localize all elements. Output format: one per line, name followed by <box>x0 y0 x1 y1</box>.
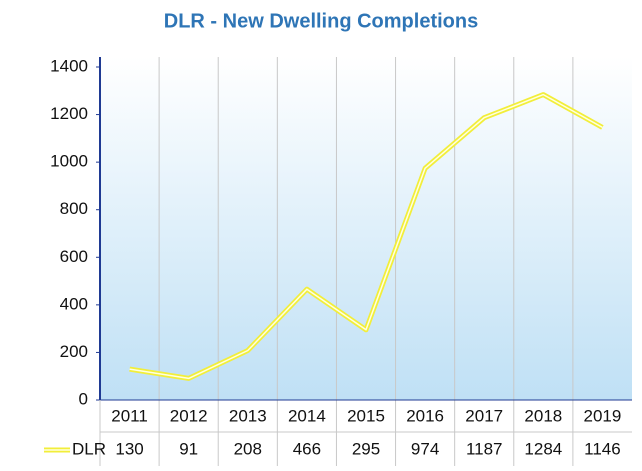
x-tick-label: 2011 <box>111 406 148 425</box>
chart-title: DLR - New Dwelling Completions <box>164 10 478 32</box>
table-value: 295 <box>352 439 380 458</box>
x-tick-label: 2019 <box>584 406 622 425</box>
x-tick-label: 2018 <box>524 406 562 425</box>
y-tick-label: 200 <box>60 342 88 361</box>
legend-label: DLR <box>72 439 106 458</box>
table-value: 130 <box>115 439 143 458</box>
y-tick-label: 1200 <box>50 104 88 123</box>
plot-area <box>100 57 632 400</box>
x-tick-label: 2017 <box>465 406 503 425</box>
line-inner <box>129 93 603 380</box>
table-value: 1284 <box>524 439 562 458</box>
table-value: 466 <box>293 439 321 458</box>
table-value: 208 <box>234 439 262 458</box>
table-value: 1187 <box>466 439 503 458</box>
x-tick-label: 2013 <box>229 406 267 425</box>
table-value: 1146 <box>584 439 621 458</box>
y-tick-label: 600 <box>60 247 88 266</box>
y-tick-label: 800 <box>60 199 88 218</box>
y-tick-label: 400 <box>60 294 88 313</box>
x-tick-label: 2015 <box>347 406 385 425</box>
x-tick-label: 2012 <box>170 406 208 425</box>
x-tick-label: 2014 <box>288 406 326 425</box>
table-value: 974 <box>411 439 439 458</box>
x-tick-label: 2016 <box>406 406 444 425</box>
y-tick-label: 1400 <box>50 56 88 75</box>
y-tick-label: 0 <box>79 389 88 408</box>
table-value: 91 <box>179 439 198 458</box>
y-tick-label: 1000 <box>50 152 88 171</box>
